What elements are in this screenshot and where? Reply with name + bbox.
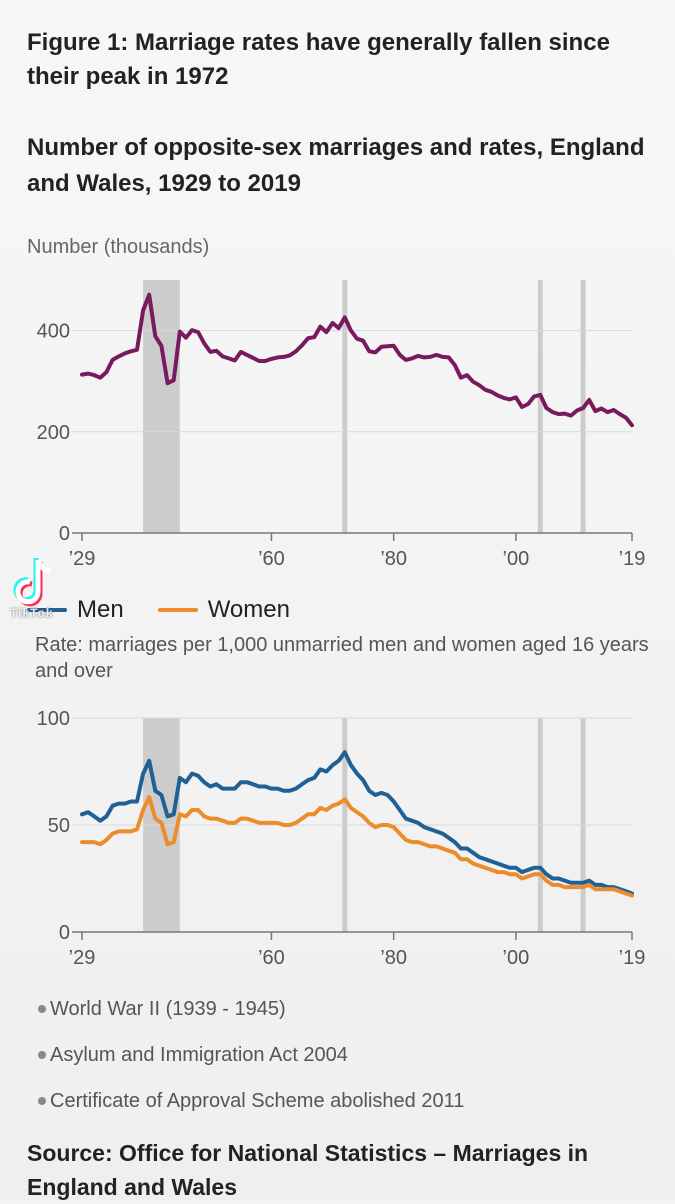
event-annotations: World War II (1939 - 1945) Asylum and Im… [38, 986, 464, 1124]
bullet-icon [38, 1051, 46, 1059]
marriages-number-chart: 0 200 400 ’29 ’60 ’80 ’00 ’19 [37, 280, 646, 570]
source-note: Source: Office for National Statistics –… [27, 1140, 589, 1200]
x-tick-label: ’00 [503, 548, 530, 570]
y-tick-label: 50 [48, 815, 70, 837]
y-tick-label: 200 [37, 422, 70, 444]
x-tick-label: ’00 [503, 947, 530, 969]
series-line-women [80, 795, 634, 898]
event-band [342, 280, 348, 533]
top-chart-ylabel: Number (thousands) [27, 236, 210, 258]
legend-swatch-women [157, 608, 198, 612]
marriage-rates-chart: 0 50 100 ’29 ’60 ’80 ’00 ’19 [37, 708, 646, 969]
event-item-coa-scheme: Certificate of Approval Scheme abolished… [38, 1078, 464, 1124]
x-tick-label: ’80 [380, 947, 407, 969]
legend-item-women: Women [157, 596, 290, 624]
event-label: World War II (1939 - 1945) [50, 997, 286, 1020]
watermark-text: TikTok [10, 606, 54, 620]
x-tick-label: ’80 [380, 548, 407, 570]
series-line-0 [80, 292, 634, 428]
legend-label-men: Men [77, 596, 124, 623]
series-line-men [80, 750, 634, 896]
event-band [537, 280, 543, 533]
event-band [143, 280, 180, 533]
figure-title: Figure 1: Marriage rates have generally … [27, 29, 610, 90]
bullet-icon [38, 1097, 46, 1105]
tiktok-logo-icon [13, 558, 51, 607]
x-tick-label: ’60 [258, 947, 285, 969]
legend-item-men: Men [27, 596, 124, 624]
y-tick-label: 400 [37, 321, 70, 343]
y-tick-label: 0 [59, 922, 70, 944]
event-label: Certificate of Approval Scheme abolished… [50, 1089, 465, 1112]
event-label: Asylum and Immigration Act 2004 [50, 1043, 348, 1066]
legend-swatch-men [27, 608, 67, 612]
x-tick-label: ’29 [69, 548, 96, 570]
event-item-ww2: World War II (1939 - 1945) [38, 986, 464, 1032]
x-tick-label: ’60 [258, 548, 285, 570]
chart-title: Number of opposite-sex marriages and rat… [27, 134, 645, 197]
x-tick-label: ’19 [619, 947, 646, 969]
y-tick-label: 0 [59, 523, 70, 545]
x-tick-label: ’29 [69, 947, 96, 969]
x-tick-label: ’19 [619, 548, 646, 570]
y-tick-label: 100 [37, 708, 70, 730]
bullet-icon [38, 1005, 46, 1013]
legend-label-women: Women [207, 596, 290, 623]
chart-legend: Men Women [27, 596, 324, 624]
event-item-asylum-act: Asylum and Immigration Act 2004 [38, 1032, 464, 1078]
bottom-chart-ylabel: Rate: marriages per 1,000 unmarried men … [35, 634, 649, 682]
